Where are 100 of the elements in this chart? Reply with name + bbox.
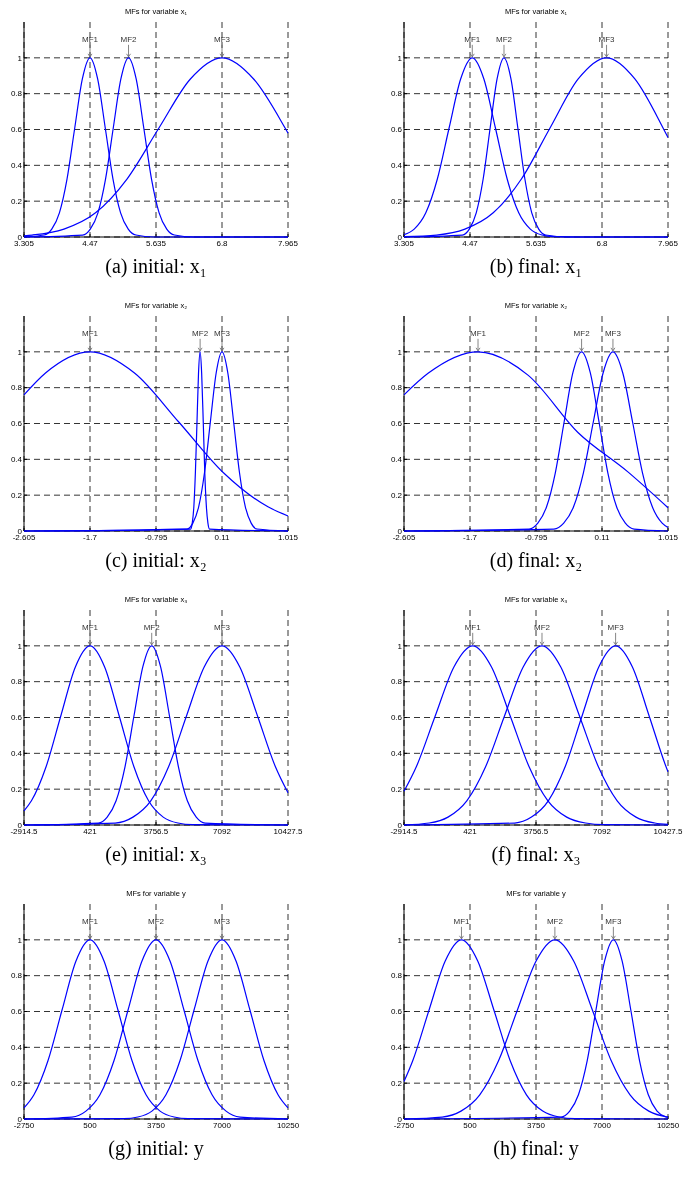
x-tick-label: 500 [463, 1121, 478, 1130]
series-label: MF2 [546, 916, 564, 926]
x-tick-label: 7.965 [657, 239, 679, 248]
x-tick-label: 6.8 [596, 239, 609, 248]
x-tick-label: 500 [83, 1121, 98, 1130]
y-tick-label: 0.4 [390, 749, 403, 759]
y-tick-label: 0.8 [10, 971, 23, 981]
y-tick-label: 0.4 [10, 749, 23, 759]
y-tick-label: 1 [17, 935, 23, 945]
x-tick-label: 3.305 [393, 239, 415, 248]
x-tick-label: -2.605 [392, 533, 416, 542]
series-label: MF1 [82, 916, 99, 926]
text: (g) initial: y [108, 1137, 204, 1160]
text: (d) final: x₂ [489, 549, 583, 572]
series-label: MF3 [214, 34, 231, 44]
series-label: MF1 [464, 34, 481, 44]
y-tick-label: 0.6 [10, 419, 23, 429]
series-label: MF1 [82, 622, 99, 632]
y-tick-label: 0.6 [10, 125, 23, 135]
y-tick-label: 0.6 [390, 125, 403, 135]
x-tick-label: -2.605 [12, 533, 36, 542]
series-label: MF1 [82, 328, 99, 338]
y-tick-label: 0.6 [390, 713, 403, 723]
series-label: MF1 [470, 328, 487, 338]
y-tick-label: 0 [17, 526, 23, 536]
x-tick-label: 421 [463, 827, 478, 836]
y-tick-label: 1 [17, 347, 23, 357]
y-tick-label: 0.8 [10, 89, 23, 99]
series-label: MF3 [214, 622, 231, 632]
text: MF1 [453, 916, 471, 926]
x-tick-label: 5.635 [145, 239, 167, 248]
text: MF2 [573, 328, 591, 338]
y-tick-label: 0.6 [390, 1007, 403, 1017]
series-label: MF2 [148, 916, 165, 926]
y-tick-label: 0.2 [390, 1078, 403, 1088]
y-tick-label: 0 [397, 232, 403, 242]
y-tick-label: 0.4 [390, 1043, 403, 1053]
text: MF2 [143, 622, 161, 632]
y-tick-label: 0.2 [390, 196, 403, 206]
text: MF3 [604, 328, 622, 338]
series-label: MF2 [533, 622, 551, 632]
x-tick-label: -0.795 [524, 533, 548, 542]
x-tick-label: 0.11 [214, 533, 231, 542]
x-tick-label: 6.8 [216, 239, 229, 248]
text: (b) final: x₁ [489, 255, 583, 278]
y-tick-label: 0.2 [10, 784, 23, 794]
x-tick-label: 3750 [147, 1121, 166, 1130]
y-tick-label: 0.4 [390, 455, 403, 465]
x-tick-label: 3756.5 [523, 827, 549, 836]
x-tick-label: 3756.5 [143, 827, 169, 836]
x-tick-label: 7092 [213, 827, 232, 836]
y-tick-label: 0.8 [390, 971, 403, 981]
text: MF2 [192, 328, 209, 338]
y-tick-label: 1 [17, 641, 23, 651]
y-tick-label: 0.4 [390, 161, 403, 171]
y-tick-label: 0.6 [390, 419, 403, 429]
y-tick-label: 0 [397, 1114, 403, 1124]
text: (f) final: x₃ [491, 843, 581, 866]
x-tick-label: -2750 [393, 1121, 415, 1130]
series-label: MF3 [605, 916, 622, 926]
y-tick-label: 0.2 [10, 490, 23, 500]
x-tick-label: 1.015 [657, 533, 679, 542]
x-tick-label: 10250 [656, 1121, 680, 1130]
x-tick-label: 4.47 [82, 239, 99, 248]
x-tick-label: 3.305 [13, 239, 35, 248]
x-tick-label: 0.11 [594, 533, 611, 542]
text: MF2 [120, 34, 138, 44]
x-tick-label: 10250 [276, 1121, 300, 1130]
series-label: MF3 [598, 34, 616, 44]
text: (h) final: y [493, 1137, 579, 1160]
x-tick-label: -2914.5 [390, 827, 419, 836]
y-tick-label: 0.2 [390, 490, 403, 500]
y-tick-label: 0 [397, 526, 403, 536]
text: MF1 [82, 34, 99, 44]
series-label: MF1 [464, 622, 482, 632]
text: (e) initial: x₃ [105, 843, 207, 866]
x-tick-label: 5.635 [525, 239, 547, 248]
x-tick-label: -2750 [13, 1121, 35, 1130]
y-tick-label: 0.8 [390, 89, 403, 99]
y-tick-label: 1 [397, 935, 403, 945]
x-tick-label: 3750 [527, 1121, 546, 1130]
y-tick-label: 0.2 [10, 196, 23, 206]
text: (a) initial: x₁ [105, 255, 207, 278]
series-label: MF3 [214, 916, 231, 926]
y-tick-label: 0.4 [10, 455, 23, 465]
y-tick-label: 0.6 [10, 713, 23, 723]
x-tick-label: 7000 [213, 1121, 232, 1130]
y-tick-label: 0.8 [390, 383, 403, 393]
y-tick-label: 1 [397, 53, 403, 63]
y-tick-label: 0.2 [390, 784, 403, 794]
y-tick-label: 0.2 [10, 1078, 23, 1088]
text: (c) initial: x₂ [105, 549, 207, 572]
x-tick-label: 7092 [593, 827, 612, 836]
y-tick-label: 0.4 [10, 161, 23, 171]
x-tick-label: -2914.5 [10, 827, 39, 836]
y-tick-label: 1 [17, 53, 23, 63]
series-label: MF3 [607, 622, 625, 632]
y-tick-label: 0 [17, 232, 23, 242]
text: MF2 [495, 34, 513, 44]
y-tick-label: 0.6 [10, 1007, 23, 1017]
